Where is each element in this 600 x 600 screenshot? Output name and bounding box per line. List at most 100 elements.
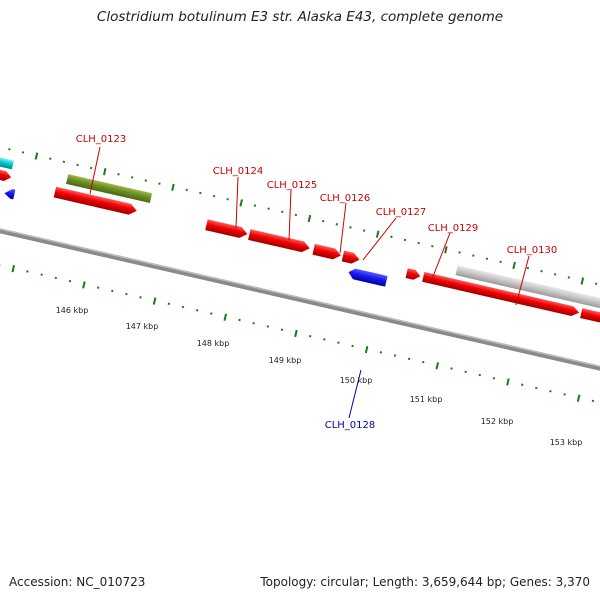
scale-tick <box>54 276 57 280</box>
outer-tick <box>102 168 107 176</box>
outer-tick <box>212 194 216 198</box>
scale-label: 153 kbp <box>550 438 583 447</box>
scale-tick <box>280 328 284 331</box>
leader-line <box>348 369 362 419</box>
scale-tick <box>308 334 312 338</box>
gene-label-clh0129[interactable]: CLH_0129 <box>428 223 479 234</box>
scale-labels: 146 kbp 147 kbp 148 kbp 149 kbp 150 kbp … <box>56 306 583 447</box>
scale-tick <box>464 370 467 373</box>
scale-tick <box>40 273 43 276</box>
genome-backbone-highlight <box>0 212 600 384</box>
outer-tick <box>567 276 571 279</box>
scale-tick <box>294 329 298 338</box>
outer-tick <box>540 269 543 273</box>
cds-forward-arrow <box>422 272 580 316</box>
scale-tick <box>379 351 383 354</box>
outer-tick <box>239 199 243 207</box>
scale-tick <box>139 296 142 299</box>
outer-tick <box>8 148 11 151</box>
outer-tick <box>458 251 461 254</box>
cds-forward-arrow <box>205 219 248 238</box>
map-track <box>0 147 600 403</box>
outer-tick <box>267 207 270 210</box>
cds-reverse-arrow <box>348 268 388 287</box>
outer-tick <box>472 254 475 257</box>
gene-label-clh0130[interactable]: CLH_0130 <box>507 245 558 256</box>
scale-tick <box>111 289 114 293</box>
leader-line <box>431 232 451 280</box>
outer-tick <box>199 191 202 195</box>
outer-tick <box>362 229 366 232</box>
accession-text: Accession: NC_010723 <box>9 575 146 589</box>
outer-tick <box>307 214 312 223</box>
leader-line <box>515 255 530 306</box>
olive-feature <box>66 174 153 204</box>
gene-labels: CLH_0123 CLH_0124 CLH_0125 CLH_0126 CLH_… <box>76 134 558 431</box>
cds-forward-arrow <box>312 243 341 260</box>
scale-tick <box>450 367 453 370</box>
scale-tick <box>435 362 440 370</box>
cds-reverse-arrow <box>4 189 16 200</box>
scale-label: 150 kbp <box>340 376 373 385</box>
scale-tick <box>266 325 269 328</box>
outer-tick <box>171 183 175 191</box>
scale-tick <box>82 281 86 289</box>
gray-feature <box>455 265 600 311</box>
outer-tick <box>89 166 93 170</box>
outer-tick <box>130 176 134 179</box>
scale-tick <box>407 357 411 361</box>
cds-forward-arrow <box>53 186 137 215</box>
outer-tick-row <box>8 148 598 285</box>
scale-tick <box>223 313 228 321</box>
gene-label-clh0126[interactable]: CLH_0126 <box>320 193 371 204</box>
scale-tick <box>576 394 581 402</box>
scale-tick <box>364 345 369 354</box>
outer-tick <box>444 246 448 254</box>
gene-label-clh0128[interactable]: CLH_0128 <box>325 420 376 431</box>
outer-tick <box>34 152 39 160</box>
outer-tick <box>321 219 325 223</box>
scale-tick <box>506 378 510 386</box>
scale-tick <box>210 312 213 315</box>
gene-label-clh0123[interactable]: CLH_0123 <box>76 134 127 145</box>
outer-tick <box>390 235 393 239</box>
outer-tick <box>281 210 284 214</box>
leader-line <box>288 189 292 241</box>
cds-forward-arrow <box>580 308 600 328</box>
scale-tick <box>152 297 157 305</box>
leader-line <box>235 176 239 229</box>
outer-tick <box>62 160 66 163</box>
cds-forward-arrow <box>405 268 421 280</box>
outer-tick <box>185 188 188 192</box>
scale-tick <box>549 390 552 393</box>
scale-tick <box>393 354 397 357</box>
gene-label-clh0124[interactable]: CLH_0124 <box>213 166 264 177</box>
outer-tick <box>499 260 502 264</box>
outer-tick <box>117 173 120 176</box>
cds-forward-arrow <box>341 250 360 264</box>
outer-tick <box>21 151 25 154</box>
outer-tick <box>335 223 339 226</box>
outer-tick <box>526 266 530 270</box>
outer-tick <box>349 226 352 229</box>
scale-tick <box>520 383 524 386</box>
scale-tick <box>323 338 326 341</box>
scale-label: 146 kbp <box>56 306 89 315</box>
cds-forward-arrow <box>0 165 12 181</box>
outer-tick <box>417 241 420 245</box>
scale-tick <box>337 341 340 344</box>
scale-tick <box>26 270 29 273</box>
outer-tick <box>512 261 516 270</box>
scale-label: 147 kbp <box>126 322 159 331</box>
outer-tick <box>580 277 585 285</box>
scale-tick <box>492 377 496 380</box>
leader-line <box>89 146 101 195</box>
outer-tick <box>158 182 161 185</box>
gene-label-clh0127[interactable]: CLH_0127 <box>376 207 427 218</box>
scale-tick <box>238 318 241 322</box>
gene-label-clh0125[interactable]: CLH_0125 <box>267 180 318 191</box>
leader-line <box>339 202 347 254</box>
outer-tick <box>294 213 298 217</box>
scale-tick <box>351 344 354 348</box>
scale-tick <box>167 302 171 306</box>
